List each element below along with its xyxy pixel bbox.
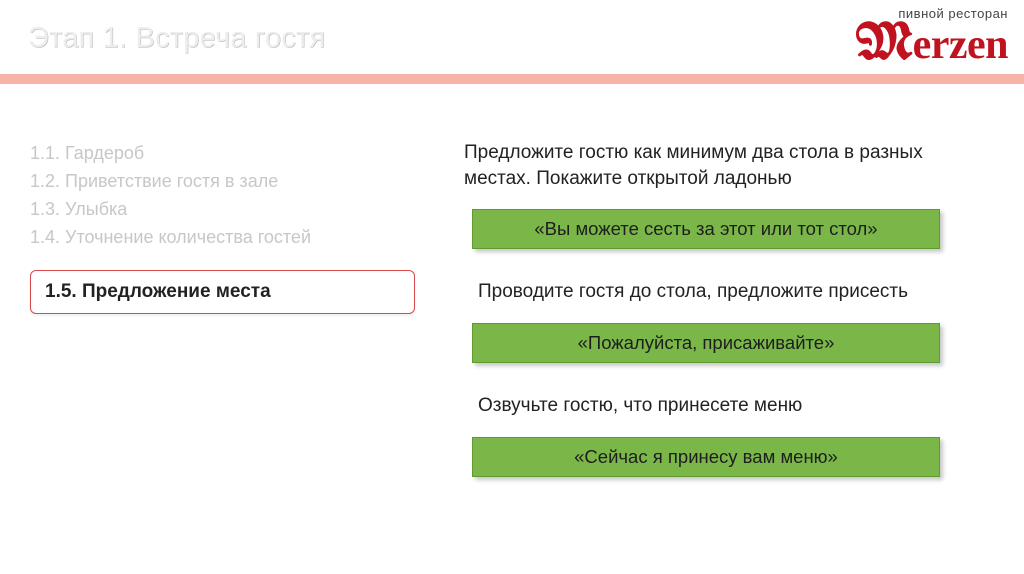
toc-item: 1.2. Приветствие гостя в зале (30, 168, 430, 196)
slide: Этап 1. Встреча гостя пивной ресторан Me… (0, 0, 1024, 574)
logo-rest: erzen (913, 22, 1008, 68)
logo: пивной ресторан Merzen (856, 6, 1008, 70)
instruction-text: Озвучьте гостю, что принесете меню (478, 393, 984, 419)
toc-item-active: 1.5. Предложение места (30, 270, 415, 314)
quote-box: «Пожалуйста, присаживайте» (472, 323, 940, 363)
page-title: Этап 1. Встреча гостя (28, 22, 325, 55)
quote-box: «Вы можете сесть за этот или тот стол» (472, 209, 940, 249)
logo-main: Merzen (856, 21, 1008, 70)
header: Этап 1. Встреча гостя пивной ресторан Me… (0, 0, 1024, 80)
toc-item: 1.3. Улыбка (30, 196, 430, 224)
logo-cap: M (856, 18, 913, 72)
header-stripe (0, 74, 1024, 84)
quote-box: «Сейчас я принесу вам меню» (472, 437, 940, 477)
body: 1.1. Гардероб 1.2. Приветствие гостя в з… (0, 110, 1024, 574)
instruction-text: Проводите гостя до стола, предложите при… (478, 279, 984, 305)
instruction-text: Предложите гостю как минимум два стола в… (464, 140, 984, 191)
content: Предложите гостю как минимум два стола в… (464, 140, 984, 477)
toc-item: 1.1. Гардероб (30, 140, 430, 168)
toc-item: 1.4. Уточнение количества гостей (30, 224, 430, 252)
toc: 1.1. Гардероб 1.2. Приветствие гостя в з… (30, 140, 430, 314)
